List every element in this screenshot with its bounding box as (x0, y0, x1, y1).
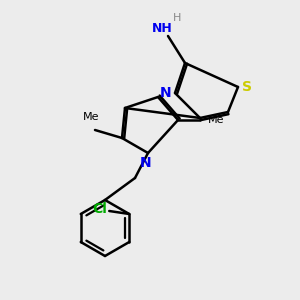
Text: Cl: Cl (92, 202, 107, 216)
Text: S: S (242, 80, 252, 94)
Text: N: N (140, 156, 152, 170)
Text: Me: Me (208, 115, 224, 125)
Text: N: N (160, 86, 172, 100)
Text: NH: NH (152, 22, 172, 34)
Text: Me: Me (83, 112, 99, 122)
Text: H: H (173, 13, 181, 23)
